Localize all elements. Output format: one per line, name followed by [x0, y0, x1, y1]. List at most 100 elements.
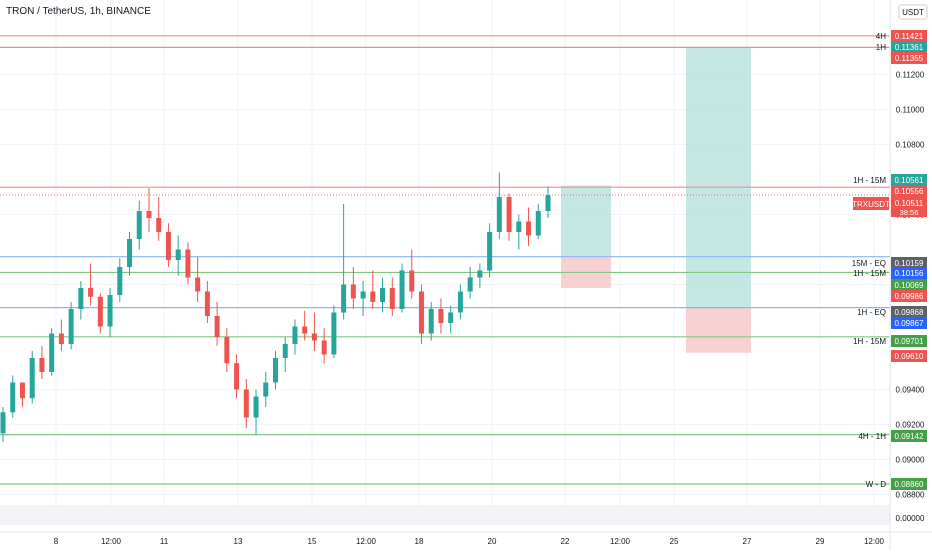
- candle-body: [49, 333, 55, 372]
- price-level-value: 0.09610: [895, 352, 924, 361]
- price-level-value: 0.10156: [895, 269, 924, 278]
- time-tick-label: 27: [743, 537, 752, 546]
- time-axis[interactable]: 8 12:00 11 13 15 12:00 18 20 22 12:00 25 27 29 12:00: [54, 537, 885, 546]
- currency-badge[interactable]: [898, 4, 928, 20]
- candle-body: [418, 291, 424, 334]
- long-target-zone[interactable]: [686, 47, 751, 308]
- candle-body: [526, 221, 532, 236]
- candle-body: [399, 270, 405, 309]
- price-tick-label: 0.09400: [896, 386, 925, 395]
- price-level-tag: [891, 30, 927, 42]
- price-tick-label: 0.09200: [896, 421, 925, 430]
- candle-body: [234, 363, 240, 390]
- candle-body: [19, 382, 25, 399]
- candle-body: [0, 412, 6, 434]
- price-level-value: 0.10556: [895, 187, 924, 196]
- time-tick-label: 20: [488, 537, 497, 546]
- price-level-value: 0.11355: [895, 54, 924, 63]
- candle-body: [273, 358, 278, 383]
- candles: [0, 172, 551, 442]
- candle-body: [214, 316, 220, 337]
- level-label: 4H - 1H: [858, 432, 886, 441]
- price-tick-label: 0.10800: [896, 141, 925, 150]
- candle-body: [10, 382, 16, 413]
- position-zones[interactable]: [561, 47, 751, 353]
- candle-body: [127, 239, 133, 267]
- price-level-tag: [891, 267, 927, 279]
- price-level-tag: [891, 335, 927, 347]
- price-level-value: 0.09701: [895, 337, 924, 346]
- candle-body: [545, 195, 551, 211]
- long-target-zone[interactable]: [561, 185, 611, 257]
- time-tick-label: 25: [670, 537, 679, 546]
- level-label: 4H: [876, 32, 886, 41]
- price-tick-label: 0.08800: [896, 491, 925, 500]
- candle-body: [97, 296, 103, 327]
- candle-body: [88, 288, 94, 297]
- price-level-tag: [891, 430, 927, 442]
- price-level-value: 0.11361: [895, 43, 924, 52]
- candle-body: [185, 249, 191, 278]
- long-stop-zone[interactable]: [686, 307, 751, 353]
- candle-body: [409, 270, 415, 292]
- bar-countdown: 38:56: [900, 208, 919, 217]
- price-level-value: 0.11421: [895, 32, 924, 41]
- price-level-tag: [891, 478, 927, 490]
- candle-body: [146, 211, 152, 218]
- time-tick-label: 12:00: [101, 537, 122, 546]
- candle-body: [487, 232, 493, 271]
- candle-body: [321, 340, 327, 355]
- candle-body: [370, 291, 376, 302]
- candle-body: [477, 270, 483, 278]
- currency-label: USDT: [902, 8, 924, 17]
- bottom-band: [0, 505, 890, 525]
- candle-body: [516, 221, 522, 232]
- candle-body: [350, 284, 356, 299]
- candle-body: [292, 326, 298, 344]
- chart-title: TRON / TetherUS, 1h, BINANCE: [6, 6, 151, 17]
- candle-body: [253, 396, 259, 418]
- time-tick-label: 15: [308, 537, 317, 546]
- candle-body: [224, 337, 230, 364]
- candle-body: [195, 277, 201, 292]
- candle-body: [156, 218, 162, 232]
- level-lines[interactable]: [0, 35, 890, 485]
- candle-body: [165, 232, 171, 260]
- candle-body: [302, 326, 308, 334]
- candle-body: [467, 277, 473, 292]
- price-tick-label: 0.09000: [896, 456, 925, 465]
- last-price-value: 0.10511: [895, 199, 924, 208]
- price-level-value: 0.09868: [895, 308, 924, 317]
- level-label: 1H - 15M: [853, 269, 886, 278]
- price-level-tag: [891, 317, 927, 329]
- time-tick-label: 12:00: [610, 537, 631, 546]
- time-tick-label: 22: [561, 537, 570, 546]
- price-level-value: 0.10561: [895, 176, 924, 185]
- candle-body: [438, 309, 444, 323]
- candle-body: [457, 291, 463, 313]
- price-level-tag: [891, 185, 927, 197]
- candle-body: [360, 291, 366, 299]
- time-tick-label: 11: [160, 537, 169, 546]
- candle-body: [389, 288, 395, 309]
- candle-body: [341, 284, 347, 313]
- time-tick-label: 29: [816, 537, 825, 546]
- candle-body: [263, 382, 269, 397]
- candle-body: [29, 358, 35, 399]
- price-level-value: 0.08860: [895, 480, 924, 489]
- last-price-tag: [891, 197, 927, 217]
- candle-body: [535, 211, 541, 236]
- time-axis-bg: [0, 532, 932, 550]
- level-label: 1H - EQ: [857, 308, 886, 317]
- candle-body: [58, 333, 64, 344]
- price-level-value: 0.10159: [895, 259, 924, 268]
- price-tick-label: 0.11200: [896, 71, 925, 80]
- candle-body: [68, 309, 74, 344]
- price-tick-label: 0.11000: [896, 106, 925, 115]
- level-label: 1H - 15M: [853, 176, 886, 185]
- candle-body: [136, 211, 142, 239]
- time-tick-label: 12:00: [356, 537, 377, 546]
- candle-body: [117, 267, 123, 295]
